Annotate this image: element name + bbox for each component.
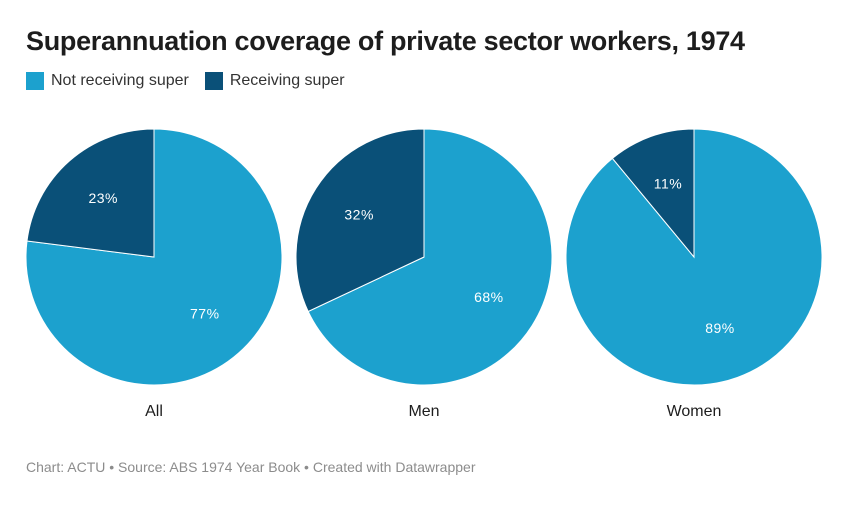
pie-data-label-all-not-receiving: 77% (190, 305, 220, 321)
legend-label-not-receiving: Not receiving super (51, 72, 189, 89)
legend: Not receiving super Receiving super (26, 72, 361, 90)
pie-data-label-women-not-receiving: 89% (705, 320, 735, 336)
pie-slice-all-not-receiving (25, 128, 283, 386)
legend-swatch-receiving (204, 72, 223, 90)
chart-title: Superannuation coverage of private secto… (26, 26, 745, 56)
pie-data-label-men-receiving: 32% (344, 207, 374, 223)
pie-data-label-all-receiving: 23% (88, 190, 118, 206)
pie-data-label-women-receiving: 11% (654, 175, 682, 191)
pie-slice-men-receiving (295, 128, 425, 313)
pie-men: 68% 32% Men (295, 128, 553, 420)
legend-item-not-receiving: Not receiving super (26, 72, 189, 90)
legend-label-receiving: Receiving super (229, 72, 345, 89)
pie-all: 77% 23% All (25, 128, 283, 420)
pie-category-label-all: All (145, 403, 163, 420)
pie-category-label-men: Men (408, 403, 439, 420)
pie-slice-men-not-receiving (307, 128, 553, 386)
chart-footer: Chart: ACTU • Source: ABS 1974 Year Book… (26, 459, 476, 475)
legend-item-receiving: Receiving super (204, 72, 345, 90)
pie-slice-all-receiving (26, 128, 155, 258)
pie-slice-women-receiving (611, 128, 695, 259)
pie-women: 89% 11% Women (565, 128, 823, 420)
pie-category-label-women: Women (667, 403, 722, 420)
legend-swatch-not-receiving (26, 72, 44, 90)
pie-data-label-men-not-receiving: 68% (474, 289, 504, 305)
